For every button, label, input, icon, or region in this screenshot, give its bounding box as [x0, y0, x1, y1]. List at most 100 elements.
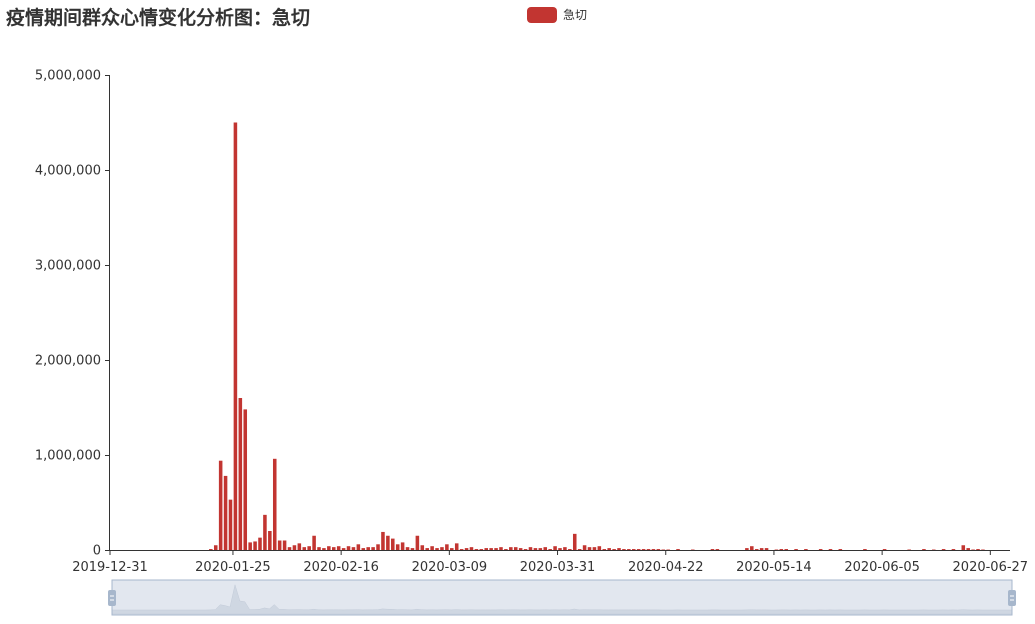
- bar[interactable]: [779, 549, 784, 550]
- bar[interactable]: [494, 548, 498, 550]
- bar[interactable]: [509, 547, 513, 550]
- bar[interactable]: [450, 548, 454, 550]
- bar[interactable]: [617, 548, 621, 550]
- bar[interactable]: [651, 549, 656, 550]
- bar[interactable]: [568, 549, 572, 550]
- bar[interactable]: [784, 549, 788, 550]
- bar[interactable]: [966, 548, 970, 550]
- bar[interactable]: [587, 547, 592, 550]
- bar[interactable]: [582, 545, 587, 550]
- bar[interactable]: [484, 548, 488, 550]
- bar[interactable]: [420, 545, 425, 550]
- bar[interactable]: [882, 549, 887, 550]
- datazoom-selected-range[interactable]: [111, 579, 1013, 616]
- bar[interactable]: [563, 547, 567, 550]
- bar[interactable]: [489, 548, 493, 550]
- bar[interactable]: [391, 538, 395, 550]
- datazoom-left-handle[interactable]: [108, 590, 116, 606]
- bar[interactable]: [287, 547, 292, 550]
- bar[interactable]: [528, 547, 533, 550]
- bar[interactable]: [400, 542, 405, 550]
- bar[interactable]: [445, 544, 449, 550]
- bar[interactable]: [430, 546, 434, 550]
- bar[interactable]: [976, 549, 980, 550]
- datazoom-slider[interactable]: [108, 579, 1016, 616]
- bar[interactable]: [759, 548, 764, 550]
- bar[interactable]: [656, 549, 661, 550]
- bar[interactable]: [327, 546, 331, 550]
- bar[interactable]: [538, 548, 543, 550]
- bar[interactable]: [336, 546, 341, 550]
- bar[interactable]: [828, 549, 833, 550]
- bar[interactable]: [464, 548, 469, 550]
- bar[interactable]: [415, 535, 420, 550]
- bar[interactable]: [395, 544, 400, 550]
- bar[interactable]: [317, 547, 321, 550]
- bar[interactable]: [558, 548, 562, 550]
- bar[interactable]: [646, 549, 651, 550]
- bar[interactable]: [622, 549, 626, 550]
- bar[interactable]: [577, 549, 582, 550]
- bar[interactable]: [602, 549, 607, 550]
- bar[interactable]: [754, 549, 759, 550]
- bar[interactable]: [941, 549, 946, 550]
- bar[interactable]: [209, 549, 213, 550]
- bar[interactable]: [410, 548, 415, 550]
- bar[interactable]: [223, 475, 228, 550]
- legend-item[interactable]: 急切: [527, 6, 587, 23]
- bar[interactable]: [248, 542, 252, 550]
- bar[interactable]: [218, 460, 223, 550]
- bar[interactable]: [764, 548, 769, 550]
- bar[interactable]: [750, 546, 754, 550]
- bar[interactable]: [518, 548, 523, 550]
- bar[interactable]: [233, 122, 238, 551]
- bar[interactable]: [297, 543, 302, 550]
- bar[interactable]: [572, 533, 577, 550]
- bar[interactable]: [272, 458, 277, 550]
- bar[interactable]: [366, 547, 370, 550]
- bar[interactable]: [607, 548, 611, 550]
- bar[interactable]: [346, 546, 351, 550]
- bar[interactable]: [282, 540, 287, 551]
- bar[interactable]: [258, 537, 262, 550]
- bar[interactable]: [469, 547, 474, 550]
- bar[interactable]: [435, 548, 439, 550]
- bar[interactable]: [548, 549, 552, 550]
- bar[interactable]: [425, 548, 429, 550]
- bar[interactable]: [499, 547, 503, 550]
- bar[interactable]: [504, 549, 508, 550]
- bar[interactable]: [543, 547, 548, 550]
- bar[interactable]: [794, 549, 798, 550]
- bar[interactable]: [961, 545, 966, 550]
- bar[interactable]: [376, 544, 380, 550]
- bar[interactable]: [356, 544, 361, 550]
- bar[interactable]: [641, 549, 646, 550]
- bar[interactable]: [597, 546, 602, 550]
- bar[interactable]: [553, 546, 557, 550]
- bar[interactable]: [804, 549, 808, 550]
- bar[interactable]: [636, 549, 641, 550]
- bar[interactable]: [523, 549, 528, 550]
- bar[interactable]: [745, 548, 749, 550]
- bar[interactable]: [533, 548, 538, 550]
- bar[interactable]: [263, 514, 267, 550]
- bar[interactable]: [213, 545, 218, 550]
- bar[interactable]: [253, 541, 257, 550]
- bar[interactable]: [292, 545, 297, 550]
- bar[interactable]: [361, 548, 366, 550]
- bar[interactable]: [268, 531, 272, 550]
- bar[interactable]: [386, 535, 390, 550]
- bar[interactable]: [381, 531, 385, 550]
- bar[interactable]: [612, 549, 616, 550]
- bar[interactable]: [513, 547, 518, 550]
- bar[interactable]: [440, 547, 444, 550]
- bar[interactable]: [243, 409, 248, 550]
- bar[interactable]: [951, 549, 956, 550]
- bar[interactable]: [351, 547, 356, 550]
- bar[interactable]: [405, 547, 410, 550]
- bar[interactable]: [454, 543, 459, 550]
- bar[interactable]: [371, 547, 375, 550]
- bar[interactable]: [922, 549, 926, 550]
- bar[interactable]: [838, 549, 843, 550]
- bar[interactable]: [592, 547, 597, 550]
